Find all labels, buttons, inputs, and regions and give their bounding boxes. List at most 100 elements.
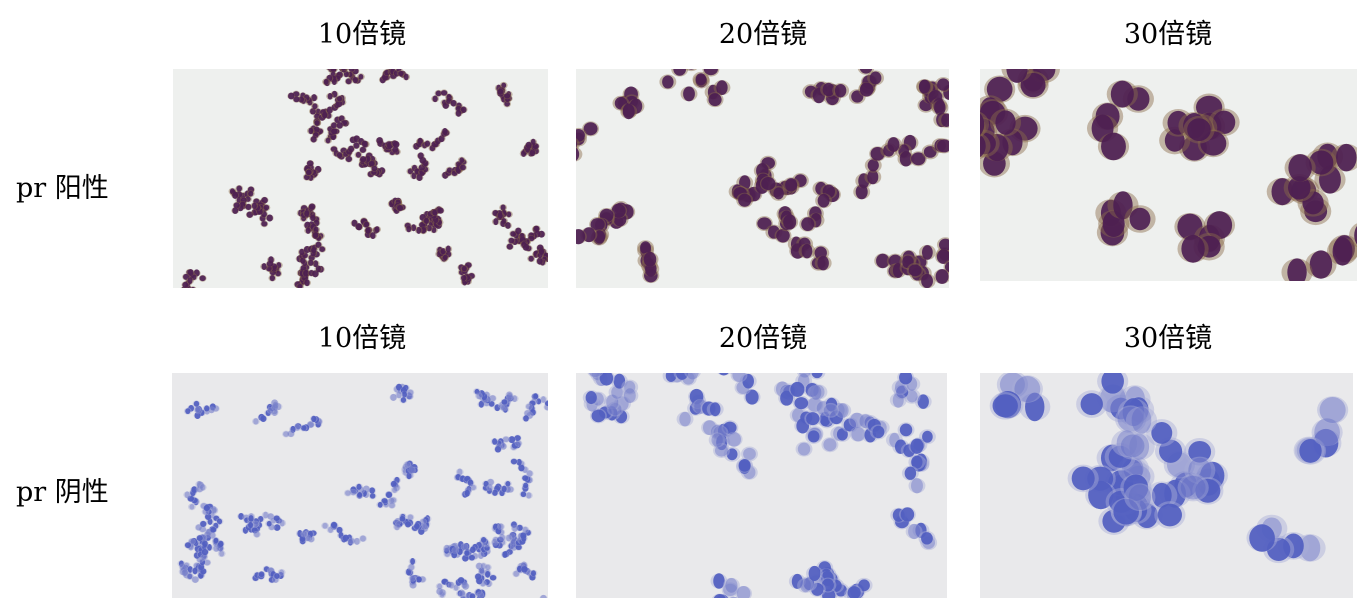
cell-nucleus <box>352 76 358 84</box>
cell-nucleus <box>992 394 1018 418</box>
cell-nucleus <box>219 550 225 557</box>
cell-cytoplasm <box>452 584 461 592</box>
cell-nucleus <box>416 226 422 234</box>
cell-cytoplasm <box>451 547 460 554</box>
cell-nucleus <box>461 581 467 589</box>
cell-nucleus <box>200 520 207 528</box>
cell-cytoplasm <box>388 501 396 509</box>
cell-nucleus <box>414 168 421 175</box>
cell-nucleus <box>588 373 602 378</box>
cell-nucleus <box>502 405 508 413</box>
cell-nucleus <box>292 91 300 97</box>
cell-nucleus <box>411 172 417 180</box>
cell-nucleus <box>348 538 355 544</box>
cell-nucleus <box>271 399 278 407</box>
cell-nucleus <box>353 142 360 149</box>
cell-cytoplasm <box>479 562 488 570</box>
cell-nucleus <box>529 400 536 407</box>
cell-nucleus <box>368 160 375 167</box>
cell-nucleus <box>420 518 427 525</box>
cell-nucleus <box>348 538 353 546</box>
cell-nucleus <box>643 251 657 267</box>
cell-nucleus <box>437 583 443 590</box>
cell-nucleus <box>834 83 847 98</box>
cell-cytoplasm <box>287 430 295 438</box>
cell-nucleus <box>493 218 499 226</box>
cell-nucleus <box>453 584 459 591</box>
cell-nucleus <box>233 202 240 209</box>
cell-nucleus <box>937 78 949 91</box>
cell-nucleus <box>207 544 212 551</box>
cell-nucleus <box>455 166 461 174</box>
cell-nucleus <box>480 563 486 569</box>
cell-nucleus <box>182 565 189 571</box>
cell-cytoplasm <box>198 483 207 491</box>
cell-cytoplasm <box>606 401 624 417</box>
cell-cytoplasm <box>347 537 356 545</box>
cell-nucleus <box>506 243 513 250</box>
cell-nucleus <box>521 150 527 157</box>
cell-cytoplasm <box>406 513 415 521</box>
cell-nucleus <box>178 560 184 567</box>
cell-nucleus <box>716 434 728 451</box>
cell-nucleus <box>528 255 534 262</box>
cell-nucleus <box>938 238 949 251</box>
cell-nucleus <box>500 443 507 450</box>
cell-cytoplasm <box>730 373 748 383</box>
cell-nucleus <box>662 75 674 89</box>
cell-nucleus <box>1181 234 1205 263</box>
cell-cytoplasm <box>353 537 361 545</box>
cell-nucleus <box>576 129 585 142</box>
cell-nucleus <box>819 411 831 427</box>
cell-nucleus <box>345 78 352 85</box>
cell-nucleus <box>457 577 465 584</box>
cell-nucleus <box>785 178 798 192</box>
cell-nucleus <box>485 564 491 571</box>
cell-nucleus <box>436 588 443 595</box>
cell-cytoplasm <box>708 432 726 448</box>
cell-nucleus <box>1309 250 1333 279</box>
cell-cytoplasm <box>889 392 907 408</box>
cell-nucleus <box>1206 211 1233 240</box>
cell-nucleus <box>506 534 512 542</box>
cell-nucleus <box>1113 498 1139 525</box>
cell-nucleus <box>315 241 322 248</box>
cell-nucleus <box>516 524 523 531</box>
cell-cytoplasm <box>603 394 621 410</box>
cell-nucleus <box>702 420 717 436</box>
cell-cytoplasm <box>270 399 279 407</box>
cell-cytoplasm <box>795 441 813 457</box>
cell-nucleus <box>260 415 267 422</box>
cell-nucleus <box>208 406 215 414</box>
cell-nucleus <box>184 491 190 499</box>
cell-nucleus <box>327 93 333 100</box>
row-label-negative: pr 阴性 <box>16 477 109 508</box>
cell-cytoplasm <box>408 466 417 474</box>
cell-cytoplasm <box>266 513 275 520</box>
cell-nucleus <box>500 220 507 228</box>
cell-nucleus <box>876 253 890 269</box>
cell-nucleus <box>199 526 206 533</box>
cell-nucleus <box>325 112 332 119</box>
cell-nucleus <box>283 431 290 437</box>
cell-nucleus <box>301 425 307 431</box>
panel-title: 20倍镜 <box>718 19 808 50</box>
cell-cytoplasm <box>587 373 604 378</box>
cell-nucleus <box>298 96 305 103</box>
cell-nucleus <box>462 554 469 562</box>
cell-cytoplasm <box>849 426 867 442</box>
cell-cytoplasm <box>721 582 739 598</box>
cell-nucleus <box>582 227 596 243</box>
cell-nucleus <box>337 95 343 102</box>
cell-cytoplasm <box>458 590 467 598</box>
cell-nucleus <box>432 95 438 103</box>
cell-nucleus <box>268 576 276 583</box>
cell-nucleus <box>823 404 838 417</box>
cell-nucleus <box>331 77 337 85</box>
cell-nucleus <box>411 224 417 232</box>
cell-nucleus <box>338 115 345 122</box>
cell-nucleus <box>392 487 398 493</box>
cell-nucleus <box>308 174 314 181</box>
cell-nucleus <box>507 486 514 493</box>
cell-nucleus <box>496 440 502 447</box>
